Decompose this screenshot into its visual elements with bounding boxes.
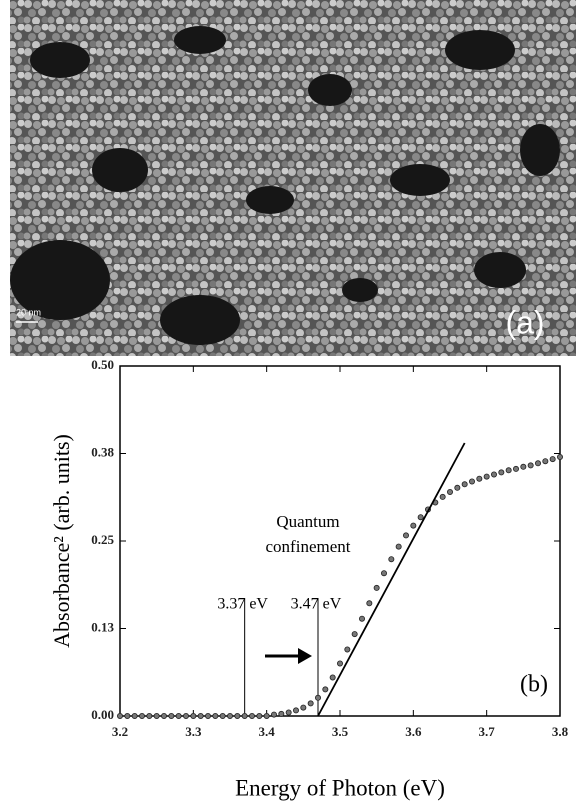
y-axis-label: Absorbance² (arb. units) (49, 434, 74, 648)
data-point (175, 713, 182, 720)
data-point (490, 471, 497, 478)
data-point (461, 481, 468, 488)
data-point (483, 473, 490, 480)
x-tick-label: 3.4 (259, 724, 276, 739)
data-point (520, 463, 527, 470)
x-tick-label: 3.7 (479, 724, 496, 739)
y-tick-label: 0.00 (91, 707, 114, 722)
data-point (219, 713, 226, 720)
data-point (204, 713, 211, 720)
data-point (256, 713, 263, 720)
pore (10, 240, 110, 320)
annotation: Quantum (276, 512, 339, 531)
pore (474, 252, 526, 288)
data-point (336, 660, 343, 667)
x-tick-label: 3.5 (332, 724, 349, 739)
data-point (117, 713, 124, 720)
data-point (410, 522, 417, 529)
x-tick-label: 3.6 (405, 724, 422, 739)
pore (160, 295, 240, 345)
data-point (527, 462, 534, 469)
data-point (498, 469, 505, 476)
panel-label: (b) (520, 672, 548, 698)
arrow-head (298, 648, 312, 664)
data-point (248, 713, 255, 720)
data-point (535, 460, 542, 467)
x-tick-label: 3.3 (185, 724, 202, 739)
y-tick-label: 0.38 (91, 444, 114, 459)
data-point (212, 713, 219, 720)
data-point (329, 674, 336, 681)
data-point (476, 475, 483, 482)
data-point (513, 465, 520, 472)
pore (92, 148, 148, 192)
data-point (234, 713, 241, 720)
data-point (168, 713, 175, 720)
pore (342, 278, 378, 302)
data-point (380, 570, 387, 577)
data-point (146, 713, 153, 720)
data-point (138, 713, 145, 720)
fit-line (317, 442, 466, 717)
data-point (557, 453, 564, 460)
data-point (160, 713, 167, 720)
y-tick-label: 0.50 (91, 357, 114, 372)
y-tick-label: 0.25 (91, 532, 114, 547)
arrow (265, 648, 312, 664)
data-point (402, 532, 409, 539)
x-axis-label: Energy of Photon (eV) (235, 775, 445, 800)
data-point (263, 713, 270, 720)
data-point (505, 467, 512, 474)
data-point (358, 615, 365, 622)
data-point (182, 713, 189, 720)
data-point (314, 694, 321, 701)
pore (246, 186, 294, 214)
panel-label: (a) (505, 304, 544, 340)
reference-label: 3.47 eV (291, 596, 342, 613)
data-point (300, 704, 307, 711)
data-point (270, 711, 277, 718)
data-point (446, 488, 453, 495)
data-point (131, 713, 138, 720)
data-point (241, 713, 248, 720)
data-point (439, 493, 446, 500)
data-point (278, 710, 285, 717)
pore (390, 164, 450, 196)
data-point (344, 646, 351, 653)
x-tick-label: 3.2 (112, 724, 128, 739)
data-point (454, 484, 461, 491)
data-point (388, 556, 395, 563)
data-point (322, 686, 329, 693)
data-point (351, 631, 358, 638)
data-point (549, 456, 556, 463)
data-point (542, 458, 549, 465)
data-point (366, 600, 373, 607)
data-point (124, 713, 131, 720)
pore (308, 74, 352, 106)
y-tick-label: 0.13 (91, 619, 114, 634)
data-point (190, 713, 197, 720)
pores (10, 26, 560, 345)
scale-bar-label: 20 nm (16, 307, 41, 317)
data-point (395, 543, 402, 550)
data-point (197, 713, 204, 720)
data-point (292, 707, 299, 714)
x-tick-label: 3.8 (552, 724, 569, 739)
data-point (417, 514, 424, 521)
sem-image: 20 nm (a) (10, 0, 576, 356)
data-point (153, 713, 160, 720)
data-point (373, 584, 380, 591)
pore (174, 26, 226, 54)
data-point (468, 478, 475, 485)
pore (520, 124, 560, 176)
data-point (307, 700, 314, 707)
data-point (285, 709, 292, 716)
reference-label: 3.37 eV (217, 596, 268, 613)
data-point (226, 713, 233, 720)
annotation: confinement (266, 537, 351, 556)
pore (30, 42, 90, 78)
pore (445, 30, 515, 70)
